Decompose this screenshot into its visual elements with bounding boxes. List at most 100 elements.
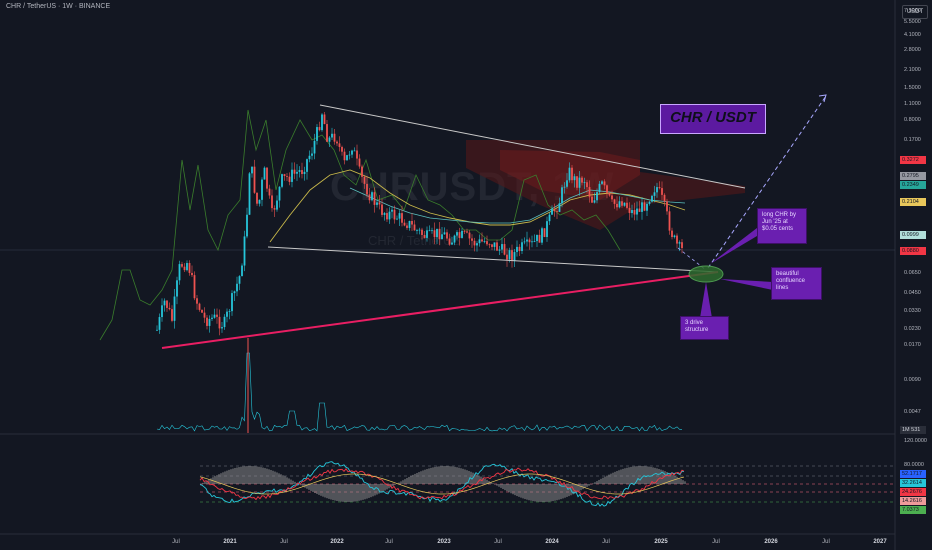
candle-body: [391, 209, 393, 212]
candle-body: [203, 312, 206, 318]
symbol-header[interactable]: CHR / TetherUS · 1W · BINANCE: [6, 3, 111, 10]
oscillator-histogram-bar: [390, 484, 392, 488]
oscillator-histogram-bar: [578, 484, 580, 492]
oscillator-histogram-bar: [612, 472, 614, 484]
oscillator-tag: 32.2614: [900, 479, 926, 487]
oscillator-histogram-bar: [234, 468, 236, 484]
candle-body: [231, 293, 233, 312]
oscillator-histogram-bar: [476, 474, 478, 484]
candle-body: [326, 124, 328, 142]
oscillator-histogram-bar: [646, 466, 648, 484]
candle-body: [513, 252, 516, 261]
oscillator-histogram-bar: [506, 484, 508, 492]
candle-body: [196, 298, 198, 304]
candle-body: [668, 211, 671, 231]
oscillator-histogram-bar: [552, 484, 554, 502]
oscillator-histogram-bar: [360, 484, 362, 501]
oscillator-histogram-bar: [626, 467, 628, 484]
oscillator-histogram-bar: [462, 468, 464, 484]
candle-body: [208, 318, 211, 326]
candle-body: [413, 224, 416, 231]
oscillator-histogram-bar: [226, 470, 228, 484]
oscillator-histogram-bar: [624, 468, 626, 484]
oscillator-histogram-bar: [678, 477, 680, 484]
candle-body: [168, 307, 171, 310]
candle-body: [673, 235, 676, 238]
candle-body: [333, 133, 336, 142]
long-note-callout[interactable]: long CHR by Jun '25 at $0.05 cents: [757, 208, 807, 244]
oscillator-histogram-bar: [582, 484, 584, 490]
oscillator-histogram-bar: [340, 484, 342, 502]
oscillator-histogram-bar: [356, 484, 358, 502]
oscillator-histogram-bar: [208, 479, 210, 484]
arrow-icon: [818, 94, 827, 103]
candle-body: [283, 174, 286, 177]
drive-note-callout[interactable]: 3 drive structure: [680, 316, 729, 340]
oscillator-histogram-bar: [542, 484, 544, 502]
oscillator-histogram-bar: [338, 484, 340, 502]
price-axis-label: 1.5000: [904, 85, 921, 91]
axis-unit-badge[interactable]: USDT: [902, 5, 928, 19]
candle-body: [318, 127, 321, 131]
volume-series: [156, 338, 683, 433]
oscillator-histogram-bar: [318, 484, 320, 495]
candlestick-series: [156, 111, 683, 336]
candle-body: [403, 222, 406, 226]
oscillator-histogram-bar: [368, 484, 370, 498]
oscillator-tag: 14.2616: [900, 497, 926, 505]
time-axis-label: 2021: [223, 539, 237, 545]
candle-body: [233, 291, 236, 294]
oscillator-histogram-bar: [364, 484, 366, 500]
oscillator-histogram-bar: [442, 466, 444, 484]
oscillator-histogram-bar: [386, 484, 388, 490]
oscillator-histogram-bar: [534, 484, 536, 502]
candle-body: [261, 179, 263, 200]
oscillator-histogram-bar: [306, 484, 308, 489]
candle-body: [591, 196, 593, 203]
volume-tag: 1M 531: [900, 426, 926, 434]
candle-body: [451, 242, 453, 245]
oscillator-histogram-bar: [398, 482, 400, 484]
oscillator-tag: 52.1717: [900, 470, 926, 478]
oscillator-histogram-bar: [246, 466, 248, 484]
oscillator-histogram-bar: [630, 466, 632, 484]
oscillator-histogram-bar: [588, 484, 590, 486]
oscillator-axis-label: 120.0000: [904, 438, 927, 444]
candle-body: [678, 242, 681, 244]
candle-body: [443, 232, 446, 235]
confluence-ellipse[interactable]: [688, 265, 724, 283]
oscillator-histogram-bar: [376, 484, 378, 495]
price-axis-label: 5.5000: [904, 19, 921, 25]
oscillator-axis-label: 80.0000: [904, 462, 924, 468]
price-tag: 0.0880: [900, 247, 926, 255]
chart-title-annotation[interactable]: CHR / USDT: [660, 104, 766, 134]
candle-body: [343, 151, 346, 161]
price-axis-label: 0.0650: [904, 270, 921, 276]
candle-body: [308, 155, 311, 160]
oscillator-tag: 7.0373: [900, 506, 926, 514]
candle-body: [251, 166, 253, 174]
oscillator-histogram-bar: [276, 472, 278, 484]
oscillator-histogram-bar: [324, 484, 326, 498]
candle-body: [621, 201, 623, 206]
oscillator-histogram-bar: [456, 467, 458, 484]
oscillator-histogram-bar: [654, 467, 656, 484]
oscillator-histogram-bar: [372, 484, 374, 497]
confluence-note-callout[interactable]: beautiful confluence lines: [771, 267, 822, 300]
candle-body: [376, 202, 378, 205]
candle-body: [218, 316, 221, 329]
oscillator-histogram-bar: [498, 484, 500, 487]
oscillator-histogram-bar: [474, 473, 476, 484]
oscillator-histogram-bar: [378, 484, 380, 494]
candle-body: [618, 201, 621, 208]
oscillator-histogram-bar: [224, 471, 226, 484]
candle-body: [603, 181, 606, 186]
oscillator-histogram-bar: [496, 484, 498, 486]
candle-body: [593, 200, 596, 203]
oscillator-histogram-bar: [580, 484, 582, 491]
oscillator-histogram-bar: [284, 476, 286, 484]
oscillator-histogram-bar: [446, 466, 448, 484]
candle-body: [663, 194, 666, 202]
candle-body: [481, 239, 483, 242]
